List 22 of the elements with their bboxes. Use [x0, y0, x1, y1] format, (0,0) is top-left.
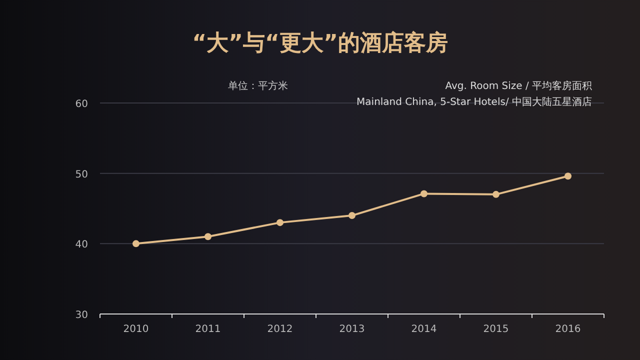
y-tick-label: 50 — [75, 169, 88, 180]
x-tick-label: 2012 — [267, 324, 293, 335]
x-tick-label: 2010 — [123, 324, 149, 335]
point — [564, 172, 572, 180]
text: Avg. Room Size / 平均客房面积 — [445, 80, 592, 92]
point — [348, 212, 356, 220]
x-tick-label: 2013 — [339, 324, 365, 335]
point — [276, 219, 284, 226]
text: 单位：平方米 — [228, 80, 288, 92]
point — [204, 233, 212, 240]
x-tick-label: 2014 — [411, 324, 437, 335]
y-tick-label: 60 — [75, 99, 88, 110]
x-tick-label: 2015 — [483, 324, 509, 335]
chart-title: “大”与“更大”的酒店客房 — [192, 30, 448, 56]
y-tick-label: 40 — [75, 240, 88, 251]
point — [492, 190, 500, 198]
point — [420, 190, 428, 198]
annotation: Mainland China, 5-Star Hotels/ 中国大陆五星酒店 — [356, 96, 592, 108]
point — [132, 240, 140, 248]
x-tick-label: 2011 — [195, 324, 221, 335]
x-tick-label: 2016 — [555, 324, 581, 335]
y-tick-label: 30 — [75, 310, 88, 321]
